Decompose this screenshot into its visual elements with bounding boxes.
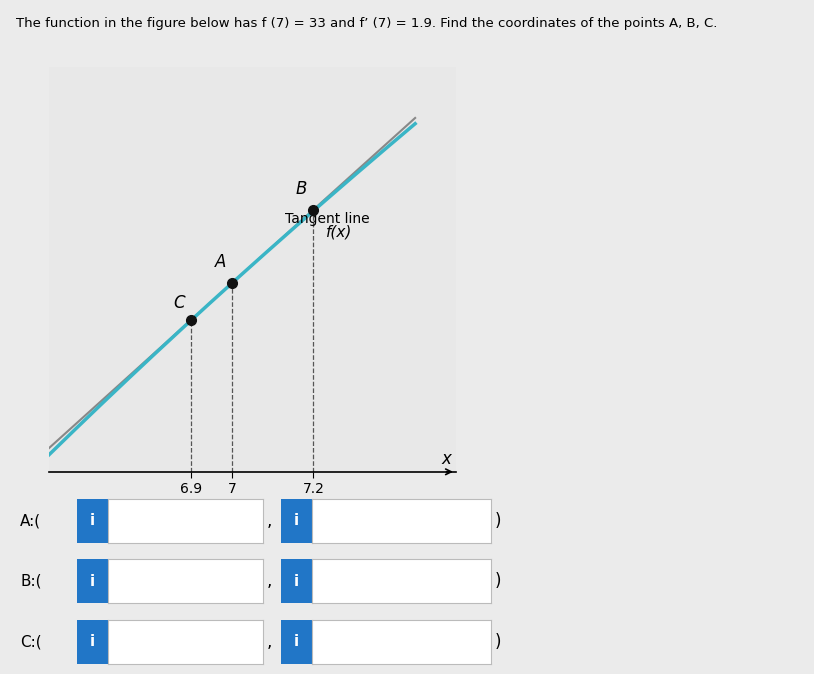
Text: i: i (90, 634, 95, 650)
Text: i: i (90, 574, 95, 589)
Text: A: A (215, 253, 226, 271)
Text: i: i (90, 513, 95, 528)
Text: C: C (173, 294, 186, 311)
Text: ,: , (267, 512, 272, 530)
Text: ,: , (267, 633, 272, 651)
Text: Tangent line: Tangent line (285, 212, 370, 226)
Text: ): ) (495, 633, 501, 651)
Text: B:(: B:( (20, 574, 42, 589)
Text: B: B (296, 179, 308, 197)
Text: ): ) (495, 572, 501, 590)
Text: i: i (294, 574, 299, 589)
Text: ,: , (267, 572, 272, 590)
Text: A:(: A:( (20, 513, 42, 528)
Text: ): ) (495, 512, 501, 530)
Text: The function in the figure below has f (7) = 33 and f’ (7) = 1.9. Find the coord: The function in the figure below has f (… (16, 17, 718, 30)
Text: i: i (294, 634, 299, 650)
Text: f(x): f(x) (326, 224, 352, 239)
Text: i: i (294, 513, 299, 528)
Text: C:(: C:( (20, 634, 42, 650)
Text: x: x (442, 450, 452, 468)
